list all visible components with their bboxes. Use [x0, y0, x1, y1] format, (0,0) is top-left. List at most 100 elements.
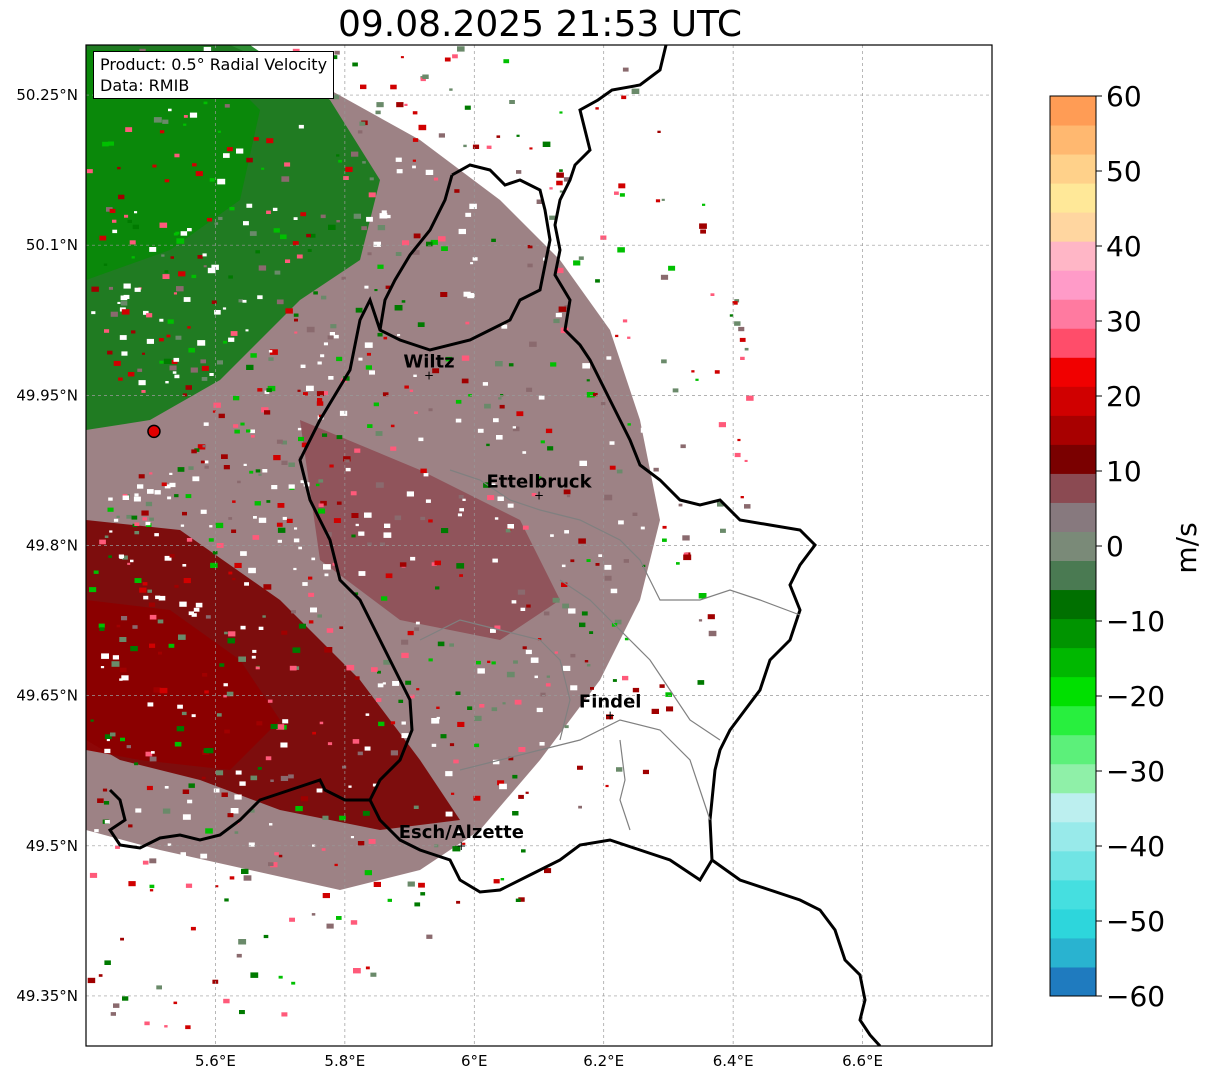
- radar-bin: [527, 245, 533, 249]
- radar-bin: [445, 811, 453, 817]
- radar-bin: [126, 514, 132, 519]
- city-findel[interactable]: +Findel: [579, 692, 642, 723]
- map-title: 09.08.2025 21:53 UTC: [337, 4, 743, 45]
- radar-bin: [432, 89, 439, 95]
- radar-bin: [377, 670, 381, 674]
- radar-bin: [376, 698, 382, 702]
- radar-bin: [453, 856, 460, 861]
- radar-bin: [151, 751, 155, 754]
- radar-bin: [300, 364, 306, 368]
- radar-bin: [332, 94, 340, 100]
- radar-bin: [306, 233, 311, 238]
- city-ettelbruck[interactable]: +Ettelbruck: [486, 471, 592, 502]
- radar-bin: [428, 519, 433, 523]
- radar-bin: [640, 427, 648, 433]
- radar-bin: [149, 472, 153, 475]
- radar-bin: [238, 299, 243, 303]
- radar-bin: [266, 500, 271, 503]
- radar-bin: [286, 518, 293, 523]
- radar-bin: [214, 222, 219, 225]
- radar-bin: [586, 559, 591, 562]
- radar-bin: [118, 554, 124, 559]
- radar-bin: [499, 783, 507, 790]
- radar-bin: [554, 651, 558, 654]
- radar-bin: [268, 862, 274, 867]
- radar-bin: [296, 254, 303, 259]
- radar-bin: [254, 501, 261, 506]
- radar-bin: [557, 765, 564, 770]
- radar-bin: [329, 332, 335, 336]
- radar-bin: [526, 604, 531, 608]
- radar-bin: [228, 275, 233, 279]
- radar-bin: [493, 418, 499, 423]
- radar-bin: [223, 465, 230, 470]
- radar-bin: [707, 614, 715, 620]
- radar-bin: [149, 858, 157, 864]
- radar-bin: [375, 431, 383, 436]
- radar-bin: [295, 806, 303, 812]
- radar-bin: [120, 937, 124, 941]
- lon-tick-label: 6.2°E: [583, 1052, 624, 1070]
- radar-bin: [665, 638, 669, 641]
- radar-bin: [169, 472, 173, 475]
- radar-bin: [293, 217, 298, 220]
- radar-bin: [292, 241, 299, 246]
- city-wiltz[interactable]: +Wiltz: [403, 351, 454, 382]
- radar-bin: [615, 334, 619, 338]
- radar-bin: [383, 659, 391, 665]
- radar-bin: [507, 503, 514, 508]
- radar-bin: [518, 747, 526, 752]
- radar-bin: [112, 229, 118, 234]
- radar-bin: [373, 881, 381, 887]
- lon-tick-label: 5.8°E: [324, 1052, 365, 1070]
- radar-bin: [586, 664, 591, 667]
- radar-bin: [100, 666, 105, 669]
- radar-bin: [125, 127, 133, 132]
- colorbar-swatch: [1050, 763, 1096, 794]
- radar-bin: [659, 684, 665, 688]
- radar-bin: [680, 444, 686, 449]
- radar-bin: [717, 502, 724, 507]
- colorbar-tick-label: −20: [1106, 680, 1165, 713]
- radar-bin: [503, 59, 510, 64]
- radar-bin: [640, 526, 645, 530]
- radar-bin: [274, 270, 281, 275]
- radar-bin: [526, 387, 533, 392]
- radar-bin: [435, 586, 440, 590]
- radar-bin: [512, 426, 516, 429]
- colorbar-tick-label: 40: [1106, 230, 1142, 263]
- radar-bin: [119, 667, 127, 673]
- radar-bin: [413, 374, 417, 377]
- radar-bin: [525, 649, 532, 655]
- radar-bin: [130, 559, 134, 563]
- plot-frame: [85, 44, 993, 1047]
- radar-bin: [197, 444, 206, 450]
- radar-bin: [187, 799, 193, 804]
- radar-bin: [390, 721, 396, 725]
- colorbar-swatch: [1050, 647, 1096, 678]
- radar-site-marker[interactable]: [147, 424, 161, 439]
- radar-bin: [406, 491, 414, 497]
- radar-bin: [252, 535, 260, 540]
- radar-bin: [455, 691, 461, 695]
- radar-bin: [496, 135, 501, 138]
- radar-bin: [604, 564, 612, 570]
- radar-bin: [661, 198, 665, 201]
- radar-bin: [412, 250, 420, 255]
- map-plot-area[interactable]: +Wiltz +Ettelbruck +Findel +Esch/Alzette: [86, 45, 992, 1046]
- radar-bin: [188, 347, 195, 353]
- radar-bin: [159, 687, 168, 694]
- radar-bin: [252, 649, 257, 653]
- radar-bin: [414, 902, 421, 907]
- radar-bin: [293, 313, 299, 317]
- radar-bin: [129, 240, 136, 245]
- radar-bin: [147, 489, 154, 494]
- radar-bin: [134, 287, 141, 292]
- radar-bin: [381, 210, 387, 214]
- city-esch-alzette[interactable]: +Esch/Alzette: [399, 822, 524, 853]
- radar-bin: [346, 664, 355, 671]
- radar-bin: [505, 529, 511, 533]
- radar-bin: [213, 402, 221, 408]
- radar-bin: [272, 207, 278, 211]
- radar-bin: [563, 150, 568, 154]
